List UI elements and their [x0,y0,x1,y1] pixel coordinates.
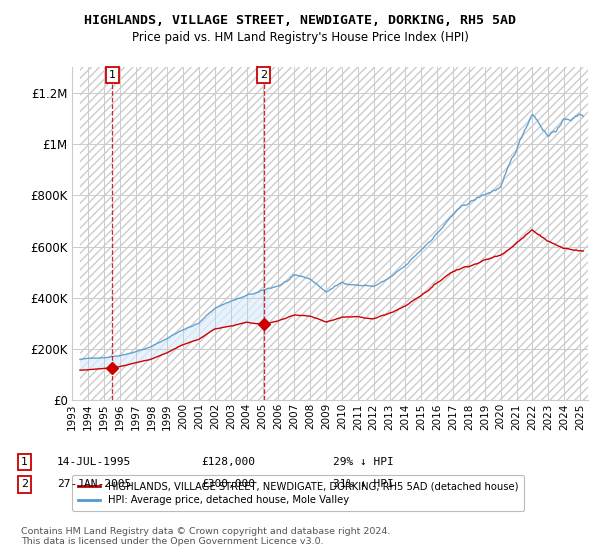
Text: £128,000: £128,000 [201,457,255,467]
Text: 1: 1 [21,457,28,467]
Text: 14-JUL-1995: 14-JUL-1995 [57,457,131,467]
Text: Contains HM Land Registry data © Crown copyright and database right 2024.
This d: Contains HM Land Registry data © Crown c… [21,526,391,546]
Text: 2: 2 [21,479,28,489]
Text: 29% ↓ HPI: 29% ↓ HPI [333,457,394,467]
Legend: HIGHLANDS, VILLAGE STREET, NEWDIGATE, DORKING, RH5 5AD (detached house), HPI: Av: HIGHLANDS, VILLAGE STREET, NEWDIGATE, DO… [72,475,524,511]
Text: Price paid vs. HM Land Registry's House Price Index (HPI): Price paid vs. HM Land Registry's House … [131,31,469,44]
Text: 1: 1 [109,70,116,80]
Text: 2: 2 [260,70,267,80]
Text: HIGHLANDS, VILLAGE STREET, NEWDIGATE, DORKING, RH5 5AD: HIGHLANDS, VILLAGE STREET, NEWDIGATE, DO… [84,14,516,27]
Text: 31% ↓ HPI: 31% ↓ HPI [333,479,394,489]
Text: £300,000: £300,000 [201,479,255,489]
Text: 27-JAN-2005: 27-JAN-2005 [57,479,131,489]
